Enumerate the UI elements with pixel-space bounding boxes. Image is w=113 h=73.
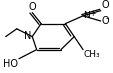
Text: N: N — [83, 11, 90, 20]
Text: HO: HO — [3, 59, 18, 69]
Text: CH₃: CH₃ — [83, 50, 99, 59]
Text: O: O — [28, 2, 36, 12]
Text: N: N — [24, 31, 31, 41]
Text: O: O — [100, 16, 108, 26]
Text: O: O — [100, 0, 108, 10]
Text: -: - — [104, 14, 107, 23]
Text: +: + — [88, 9, 95, 18]
